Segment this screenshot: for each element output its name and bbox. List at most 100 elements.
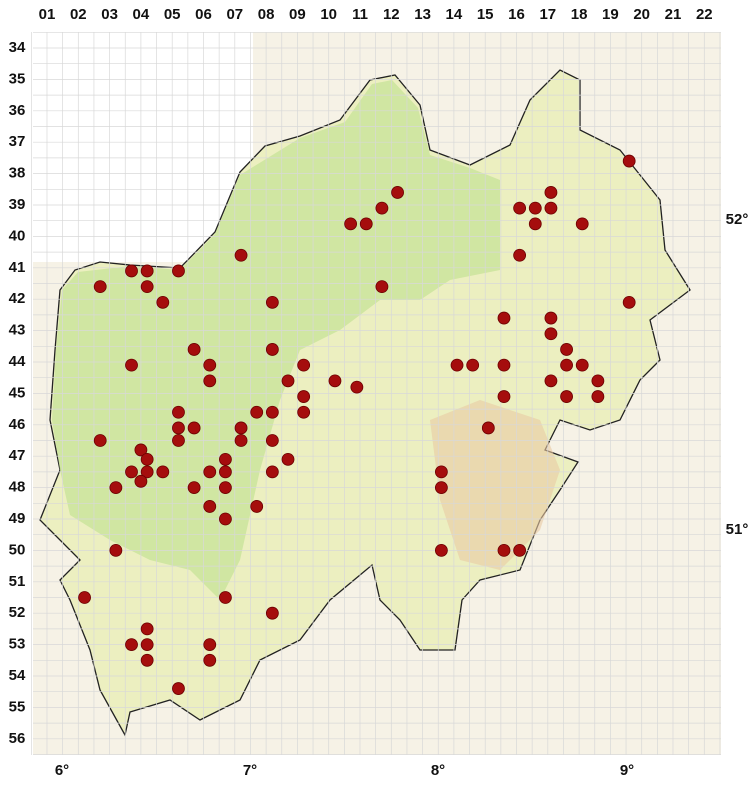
occurrence-dot xyxy=(234,421,248,435)
occurrence-dot xyxy=(203,374,217,388)
occurrence-dot xyxy=(591,390,605,403)
row-label: 55 xyxy=(9,698,26,715)
occurrence-dot xyxy=(450,358,464,372)
row-label: 41 xyxy=(9,259,26,276)
occurrence-dot xyxy=(544,327,558,341)
occurrence-dot xyxy=(93,280,107,294)
occurrence-dot xyxy=(187,481,201,495)
row-label: 38 xyxy=(9,165,26,182)
column-label: 19 xyxy=(602,6,619,23)
occurrence-dot xyxy=(528,217,542,231)
occurrence-dot xyxy=(560,343,573,356)
occurrence-dot xyxy=(297,390,311,403)
occurrence-dot xyxy=(219,452,232,466)
row-label: 35 xyxy=(9,70,26,87)
occurrence-dot xyxy=(513,544,527,557)
occurrence-dot xyxy=(575,217,589,231)
occurrence-dot xyxy=(250,500,264,513)
occurrence-dot xyxy=(560,358,573,372)
row-label: 53 xyxy=(9,636,26,653)
occurrence-dot xyxy=(528,201,542,215)
occurrence-dot xyxy=(125,264,138,278)
occurrence-dot xyxy=(234,248,248,262)
outside-area xyxy=(33,32,253,262)
occurrence-dot xyxy=(466,358,480,372)
longitude-label: 7° xyxy=(243,762,257,779)
occurrence-dot xyxy=(172,421,185,435)
occurrence-dot xyxy=(328,374,342,388)
row-label: 44 xyxy=(9,353,26,370)
occurrence-dot xyxy=(93,434,107,447)
column-label: 05 xyxy=(164,6,181,23)
occurrence-dot xyxy=(156,295,170,309)
occurrence-dot xyxy=(544,201,558,215)
row-label: 39 xyxy=(9,196,26,213)
column-label: 10 xyxy=(320,6,337,23)
row-label: 49 xyxy=(9,510,26,527)
occurrence-dot xyxy=(591,374,605,388)
occurrence-dot xyxy=(172,264,185,278)
occurrence-dot xyxy=(513,248,527,262)
occurrence-dot xyxy=(109,544,123,557)
occurrence-dot xyxy=(265,465,279,479)
column-label: 08 xyxy=(258,6,275,23)
occurrence-dot xyxy=(481,421,495,435)
occurrence-dot xyxy=(203,358,217,372)
occurrence-dot xyxy=(497,390,511,403)
occurrence-dot xyxy=(344,217,358,231)
occurrence-dot xyxy=(140,465,154,479)
occurrence-dot xyxy=(219,591,232,604)
occurrence-dot xyxy=(187,343,201,356)
occurrence-dot xyxy=(265,606,279,620)
occurrence-dot xyxy=(281,452,295,466)
occurrence-dot xyxy=(265,343,279,356)
occurrence-dot xyxy=(134,474,148,488)
occurrence-dot xyxy=(172,405,185,419)
column-label: 07 xyxy=(226,6,243,23)
row-label: 51 xyxy=(9,573,26,590)
occurrence-dot xyxy=(434,544,448,557)
upland xyxy=(430,400,560,570)
row-label: 52 xyxy=(9,604,26,621)
occurrence-dot xyxy=(513,201,527,215)
occurrence-dot xyxy=(497,544,511,557)
occurrence-dot xyxy=(219,481,232,495)
row-label: 48 xyxy=(9,479,26,496)
occurrence-dot xyxy=(281,374,295,388)
occurrence-dot xyxy=(375,201,389,215)
occurrence-dot xyxy=(187,421,201,435)
occurrence-dot xyxy=(234,434,248,447)
column-label: 22 xyxy=(696,6,713,23)
occurrence-dot xyxy=(544,311,558,325)
occurrence-dot xyxy=(391,186,404,199)
column-label: 09 xyxy=(289,6,306,23)
occurrence-dot xyxy=(219,465,232,479)
occurrence-dot xyxy=(434,481,448,495)
column-label: 01 xyxy=(39,6,56,23)
row-label: 43 xyxy=(9,322,26,339)
occurrence-dot xyxy=(219,512,232,526)
occurrence-dot xyxy=(156,465,170,479)
occurrence-dot xyxy=(265,434,279,447)
occurrence-dot xyxy=(203,500,217,513)
column-label: 02 xyxy=(70,6,87,23)
column-label: 04 xyxy=(133,6,150,23)
occurrence-dot xyxy=(622,154,636,168)
occurrence-dot xyxy=(172,434,185,447)
row-label: 50 xyxy=(9,541,26,558)
row-label: 56 xyxy=(9,730,26,747)
column-label: 14 xyxy=(446,6,463,23)
occurrence-dot xyxy=(297,358,311,372)
latitude-label: 52° xyxy=(726,211,749,228)
row-label: 46 xyxy=(9,416,26,433)
occurrence-dot xyxy=(250,405,264,419)
row-label: 54 xyxy=(9,667,26,684)
column-label: 15 xyxy=(477,6,494,23)
occurrence-dot xyxy=(140,622,154,636)
column-label: 21 xyxy=(665,6,682,23)
occurrence-dot xyxy=(359,217,373,231)
occurrence-dot xyxy=(497,311,511,325)
row-label: 45 xyxy=(9,384,26,401)
occurrence-dot xyxy=(125,465,138,479)
occurrence-dot xyxy=(172,682,185,695)
